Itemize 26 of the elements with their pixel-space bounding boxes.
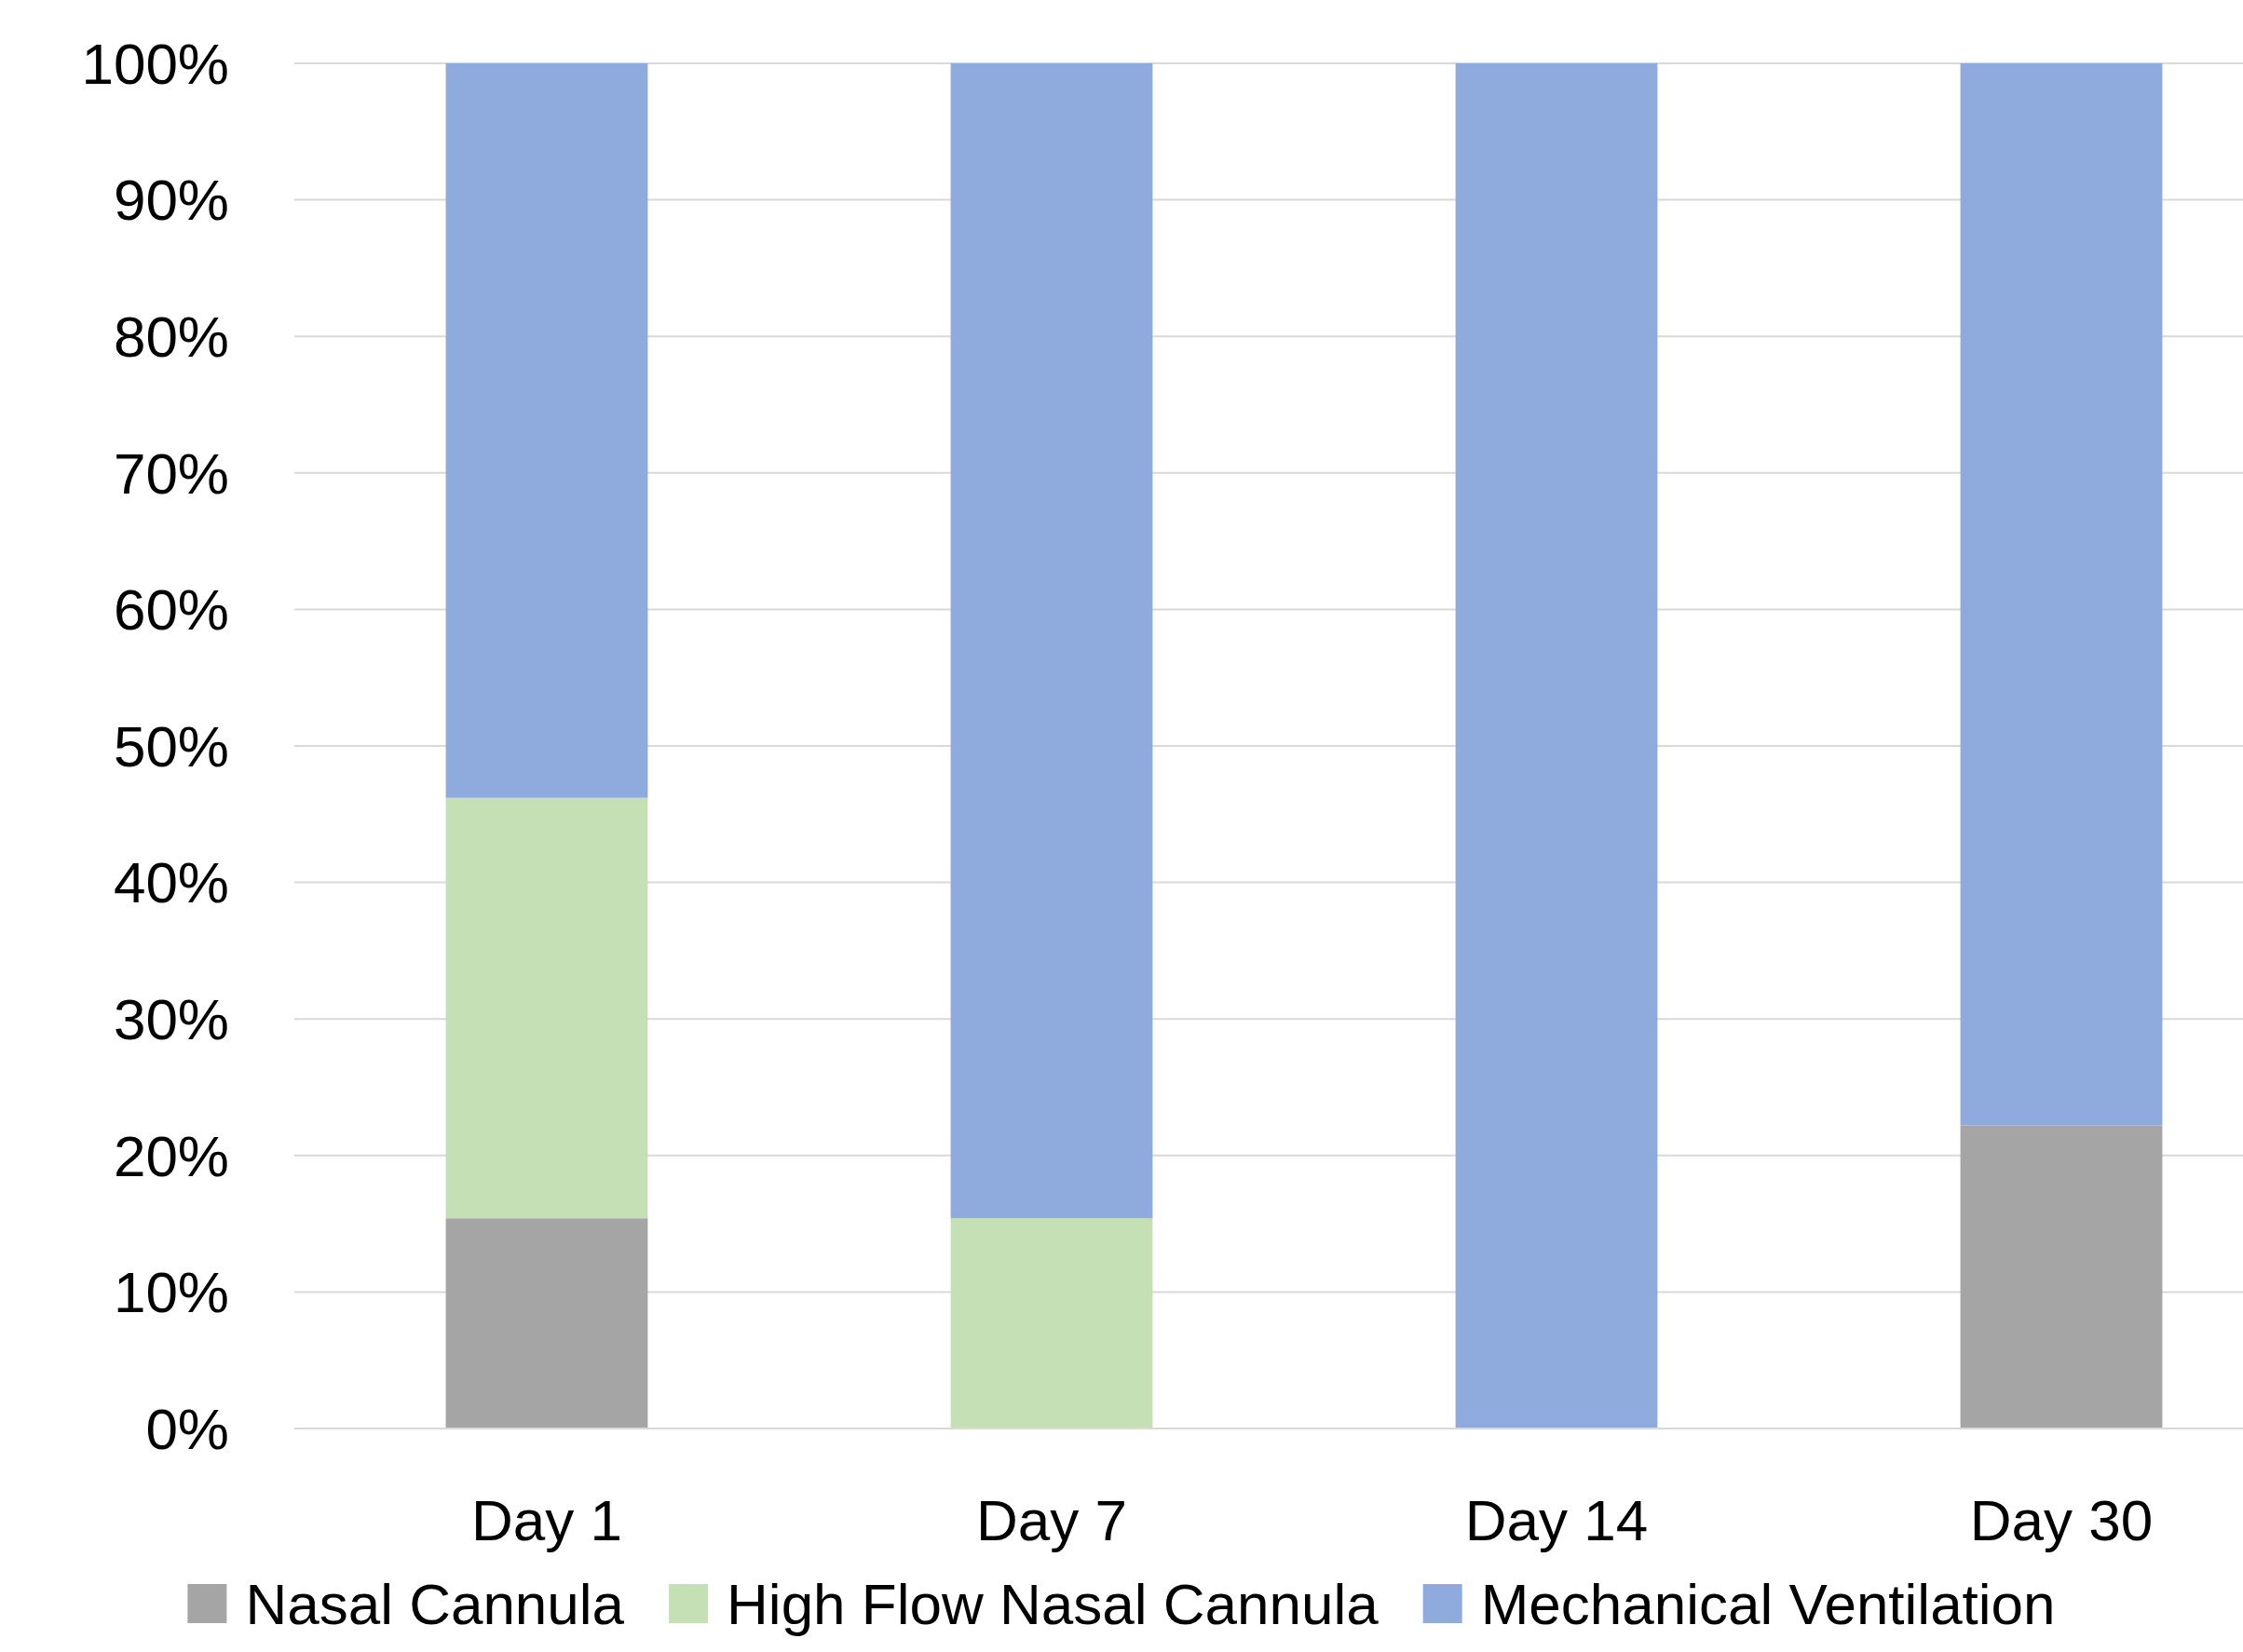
y-tick-label: 100%	[81, 31, 229, 96]
bar	[445, 63, 648, 798]
bar	[1455, 63, 1658, 1429]
y-tick-label: 60%	[113, 577, 229, 643]
y-tick-label: 10%	[113, 1260, 229, 1325]
bar	[950, 1218, 1153, 1429]
y-tick-label: 40%	[113, 850, 229, 915]
bar	[1960, 1125, 2163, 1429]
bar	[445, 1218, 648, 1429]
bar	[1960, 63, 2163, 1126]
legend-label: Nasal Cannula	[245, 1571, 625, 1636]
y-tick-label: 70%	[113, 440, 229, 506]
legend-label: High Flow Nasal Cannula	[727, 1571, 1380, 1636]
legend-label: Mechanical Ventilation	[1480, 1571, 2056, 1636]
y-tick-label: 20%	[113, 1123, 229, 1188]
y-tick-label: 30%	[113, 986, 229, 1051]
bar	[445, 797, 648, 1219]
bar	[950, 63, 1153, 1219]
y-tick-label: 80%	[113, 304, 229, 369]
y-tick-label: 50%	[113, 713, 229, 779]
y-tick-label: 0%	[145, 1396, 229, 1461]
x-tick-label: Day 1	[471, 1488, 622, 1552]
y-tick-label: 90%	[113, 168, 229, 233]
x-tick-label: Day 14	[1464, 1488, 1649, 1552]
x-tick-label: Day 7	[976, 1488, 1127, 1552]
x-tick-label: Day 30	[1969, 1488, 2154, 1552]
